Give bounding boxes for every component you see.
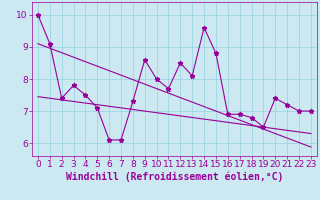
X-axis label: Windchill (Refroidissement éolien,°C): Windchill (Refroidissement éolien,°C) — [66, 172, 283, 182]
